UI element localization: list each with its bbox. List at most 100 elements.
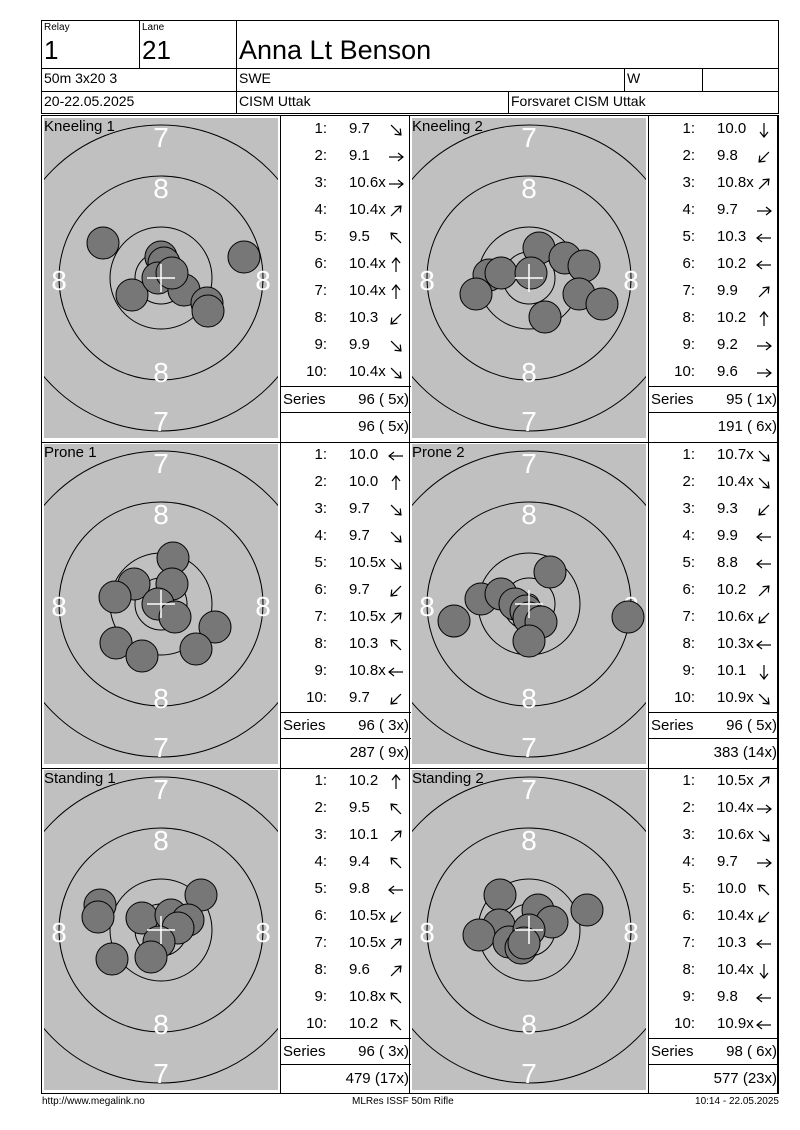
header-table: Relay 1 Lane 21 Anna Lt Benson 50m 3x20 … [41, 20, 779, 114]
target-1: 7 8 8 7 8 8 Kneeling 1 [44, 118, 278, 438]
direction-arrow-icon [756, 532, 771, 542]
shot-row: 6: 10.4x [281, 251, 411, 278]
direction-arrow-icon [390, 585, 402, 597]
direction-arrow-icon [759, 311, 769, 326]
shot-row: 4: 9.4 [281, 849, 411, 876]
series-row: Series 96 ( 5x) [649, 712, 779, 739]
shot-row: 3: 10.8x [649, 170, 779, 197]
shot-hole [125, 639, 159, 673]
direction-arrow-icon [391, 284, 401, 299]
ring-number: 8 [419, 917, 435, 948]
shot-number: 10: [674, 689, 695, 706]
shot-score: 10.8x [349, 662, 386, 679]
shot-score: 10.0 [349, 473, 379, 490]
shot-score: 10.4x [717, 961, 754, 978]
shot-number: 8: [314, 961, 327, 978]
shot-score: 10.5x [349, 907, 386, 924]
direction-arrow-icon [758, 504, 770, 516]
shot-hole [437, 604, 471, 638]
shot-hole [528, 300, 562, 334]
ring-number: 8 [419, 265, 435, 296]
club-cell: Forsvaret CISM Uttak [509, 92, 778, 113]
shot-number: 7: [314, 608, 327, 625]
shot-row: 9: 10.1 [649, 658, 779, 685]
competition: CISM Uttak [239, 93, 311, 109]
series-score: 96 ( 5x) [726, 717, 777, 734]
shot-score: 10.1 [349, 826, 379, 843]
relay-label: Relay [44, 22, 70, 33]
shot-score: 9.2 [717, 336, 738, 353]
ring-number: 8 [521, 683, 537, 714]
shot-row: 10: 10.4x [281, 359, 411, 386]
running-total: 96 ( 5x) [358, 418, 409, 435]
direction-arrow-icon [758, 477, 770, 489]
shot-number: 9: [682, 336, 695, 353]
shot-hole [198, 610, 232, 644]
ring-number: 7 [521, 1058, 537, 1089]
direction-arrow-icon [758, 884, 770, 896]
direction-arrow-icon [758, 830, 770, 842]
ring-number: 7 [521, 406, 537, 437]
shot-number: 2: [682, 799, 695, 816]
shot-score: 10.7x [717, 446, 754, 463]
direction-arrow-icon [390, 205, 402, 217]
direction-arrow-icon [390, 1019, 402, 1031]
shot-score: 10.6x [349, 174, 386, 191]
target-3: 7 8 8 7 8 8 Prone 1 [44, 444, 278, 764]
ring-number: 7 [521, 732, 537, 763]
shot-number: 5: [314, 228, 327, 245]
direction-arrow-icon [390, 232, 402, 244]
shot-score: 9.7 [349, 120, 370, 137]
competition-cell: CISM Uttak [237, 92, 509, 113]
shot-row: 7: 10.3 [649, 930, 779, 957]
shot-row: 4: 10.4x [281, 197, 411, 224]
ring-number: 8 [521, 1009, 537, 1040]
shot-row: 7: 10.5x [281, 604, 411, 631]
direction-arrow-icon [390, 992, 402, 1004]
direction-arrow-icon [759, 665, 769, 680]
shot-row: 1: 10.5x [649, 768, 779, 795]
shot-row: 10: 9.6 [649, 359, 779, 386]
shot-score: 10.9x [717, 1015, 754, 1032]
shot-number: 9: [314, 336, 327, 353]
position-label: Prone 1 [44, 444, 97, 461]
shot-row: 6: 10.5x [281, 903, 411, 930]
nation: SWE [239, 70, 271, 86]
direction-arrow-icon [390, 857, 402, 869]
footer-url[interactable]: http://www.megalink.no [42, 1096, 145, 1107]
series-label: Series [283, 717, 326, 734]
shot-score: 10.1 [717, 662, 747, 679]
shot-row: 1: 10.7x [649, 442, 779, 469]
shot-hole [483, 878, 517, 912]
event-name: 50m 3x20 3 [44, 70, 118, 86]
event-cell: 50m 3x20 3 [42, 69, 237, 92]
shot-score: 10.2 [349, 1015, 379, 1032]
shot-number: 9: [682, 988, 695, 1005]
running-total: 479 (17x) [345, 1070, 409, 1087]
shot-hole [191, 294, 225, 328]
date-cell: 20-22.05.2025 [42, 92, 237, 113]
shot-hole [81, 900, 115, 934]
ring-number: 7 [521, 774, 537, 805]
shot-score: 9.8 [717, 147, 738, 164]
shot-row: 9: 10.8x [281, 658, 411, 685]
direction-arrow-icon [390, 558, 402, 570]
direction-arrow-icon [758, 776, 770, 788]
shot-row: 8: 10.3 [281, 631, 411, 658]
shot-score: 10.6x [717, 608, 754, 625]
direction-arrow-icon [756, 1020, 771, 1030]
series-score: 95 ( 1x) [726, 391, 777, 408]
shot-number: 5: [682, 880, 695, 897]
shot-number: 1: [682, 772, 695, 789]
ring-number: 7 [153, 774, 169, 805]
target-face: 7 8 8 7 8 8 [44, 448, 278, 763]
shot-row: 5: 10.5x [281, 550, 411, 577]
direction-arrow-icon [388, 667, 403, 677]
shot-row: 2: 9.1 [281, 143, 411, 170]
direction-arrow-icon [758, 178, 770, 190]
shot-number: 2: [314, 799, 327, 816]
target-face: 7 8 8 7 8 8 [412, 774, 646, 1089]
shot-number: 7: [682, 282, 695, 299]
direction-arrow-icon [390, 938, 402, 950]
